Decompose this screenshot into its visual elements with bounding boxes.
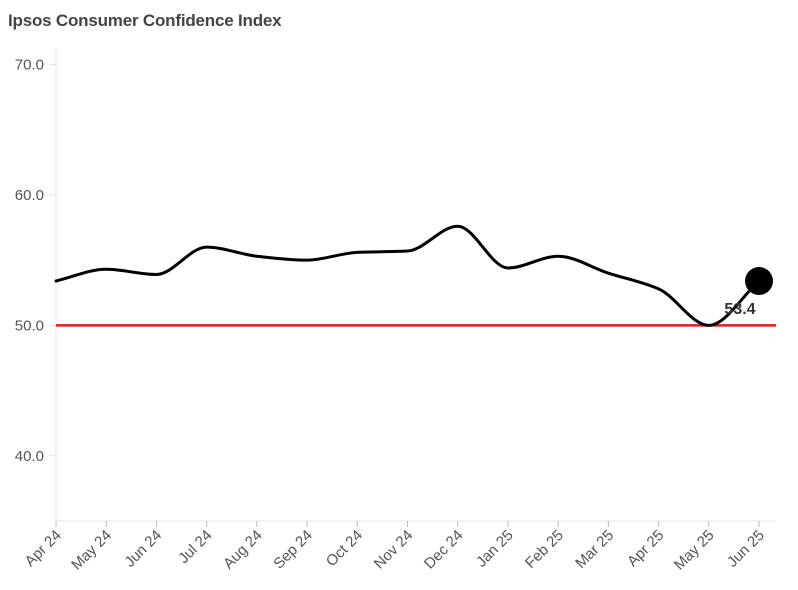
y-tick-label: 60.0 [15,187,44,204]
x-tick-label: Apr 24 [22,527,65,570]
x-tick-label: Aug 24 [220,527,266,573]
x-tick-label: Oct 24 [323,527,366,570]
x-tick-label: May 25 [671,527,718,574]
data-point [54,279,58,283]
data-point [657,287,661,291]
data-point [406,249,410,253]
x-tick-label: Jul 24 [175,527,215,567]
y-tick-label: 50.0 [15,317,44,334]
chart-title: Ipsos Consumer Confidence Index [8,11,282,30]
data-point [255,254,259,258]
data-point [355,250,359,254]
y-tick-label: 70.0 [15,57,44,74]
data-point [707,323,711,327]
x-tick-label: Mar 25 [572,527,617,572]
data-point [506,266,510,270]
data-point [556,254,560,258]
last-point-marker [745,267,773,296]
x-tick-label: Jan 25 [473,527,517,571]
data-point [154,272,158,276]
data-point [104,267,108,271]
x-tick-label: Nov 24 [371,527,417,573]
x-tick-label: Jun 25 [724,527,768,571]
last-point-label: 53.4 [724,301,755,318]
x-tick-label: Feb 25 [522,527,567,572]
data-point [606,271,610,275]
x-tick-label: Sep 24 [270,527,316,573]
x-axis-ticks: Apr 24 May 24 Jun 24 Jul 24 Aug 24 Sep 24 Oct … [22,521,768,574]
data-point [305,258,309,262]
x-tick-label: Dec 24 [421,527,467,573]
series-line [54,224,761,327]
data-point [205,245,209,249]
data-point [456,224,460,228]
x-tick-label: May 24 [68,527,115,574]
x-tick-label: Jun 24 [121,527,165,571]
data-points [54,224,761,327]
x-tick-label: Apr 25 [624,527,667,570]
y-tick-label: 40.0 [15,448,44,465]
y-axis-ticks: 70.0 60.0 50.0 40.0 [15,57,56,465]
